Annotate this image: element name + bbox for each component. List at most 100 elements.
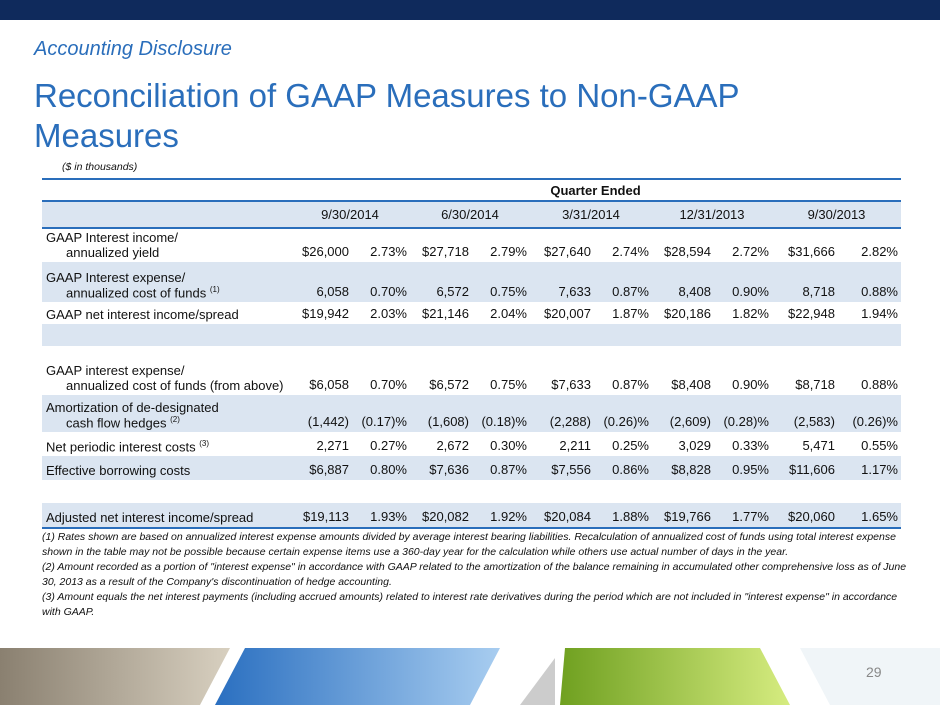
cell [42, 179, 290, 201]
note-ref: (3) [199, 438, 209, 448]
cell: 0.30% [490, 438, 527, 453]
cell: 2.79% [490, 244, 527, 259]
cell: $19,113 [302, 509, 349, 524]
cell: 0.27% [370, 438, 407, 453]
table-row: Net periodic interest costs (3) 2,271 0.27… [42, 432, 901, 456]
table-row: GAAP Interest income/annualized yield $26… [42, 228, 901, 262]
cell: 2.82% [861, 244, 898, 259]
cell: (1,442) [307, 414, 349, 429]
cell: $27,640 [544, 244, 591, 259]
cell: 0.95% [732, 462, 769, 477]
cell: 0.87% [490, 462, 527, 477]
cell: 1.77% [732, 509, 769, 524]
label-line: annualized cost of funds (1) [66, 284, 220, 300]
row-label: GAAP interest expense/annualized cost of… [42, 346, 290, 395]
cell: 0.80% [370, 462, 407, 477]
row-label: Amortization of de-designated cash flow h… [42, 395, 290, 432]
cell: (1,608) [427, 414, 469, 429]
cell: (0.26)% [852, 414, 898, 429]
label-line: Adjusted net interest income/spread [46, 510, 254, 525]
label-line: Amortization of de-designated [46, 399, 219, 415]
spacer-row [42, 480, 901, 503]
cell: $19,766 [664, 509, 711, 524]
footnote: (3) Amount equals the net interest payme… [42, 591, 898, 618]
cell: 0.90% [732, 377, 769, 392]
table: Quarter Ended 9/30/2014 6/30/2014 3/31/2014… [42, 178, 901, 529]
cell: 1.82% [732, 306, 769, 321]
cell [42, 201, 290, 228]
note-ref: (2) [170, 414, 180, 424]
spacer-row [42, 324, 901, 346]
cell: 1.94% [861, 306, 898, 321]
label-line: annualized yield [66, 245, 160, 260]
cell: (0.17)% [361, 414, 407, 429]
cell: (0.18)% [481, 414, 527, 429]
column-header: 12/31/2013 [679, 207, 745, 222]
cell: 0.70% [370, 377, 407, 392]
cell: 2.73% [370, 244, 407, 259]
column-header: 9/30/2014 [321, 207, 379, 222]
cell: $8,408 [671, 377, 711, 392]
label-line: Effective borrowing costs [46, 463, 191, 478]
table-row: GAAP interest expense/annualized cost of… [42, 346, 901, 395]
footnotes: (1) Rates shown are based on annualized … [42, 530, 910, 620]
cell: $20,186 [664, 306, 711, 321]
cell: $6,058 [309, 377, 349, 392]
cell: $7,556 [551, 462, 591, 477]
cell: 0.70% [370, 284, 407, 299]
cell: $31,666 [788, 244, 835, 259]
cell: 0.88% [861, 377, 898, 392]
table-row: GAAP net interest income/spread $19,942 2.… [42, 302, 901, 324]
cell [42, 480, 901, 503]
cell: 1.88% [612, 509, 649, 524]
row-label: Net periodic interest costs (3) [42, 432, 290, 456]
label-line: Net periodic interest costs (3) [46, 438, 209, 454]
row-label: GAAP Interest expense/annualized cost of… [42, 262, 290, 302]
cell: $22,948 [788, 306, 835, 321]
cell: 1.92% [490, 509, 527, 524]
note-ref: (1) [209, 284, 220, 294]
cell: 0.87% [612, 284, 649, 299]
page-number: 29 [866, 664, 882, 680]
cell: 0.88% [861, 284, 898, 299]
footnote: (2) Amount recorded as a portion of "int… [42, 561, 907, 588]
label-line: cash flow hedges (2) [66, 414, 180, 430]
cell: 0.90% [732, 284, 769, 299]
cell: 0.87% [612, 377, 649, 392]
cell: 2,271 [316, 438, 349, 453]
cell: 2.74% [612, 244, 649, 259]
cell: $6,887 [309, 462, 349, 477]
date-row: 9/30/2014 6/30/2014 3/31/2014 12/31/2013 9/3… [42, 201, 901, 228]
label-line: GAAP Interest expense/ [46, 269, 186, 285]
cell: 6,572 [436, 284, 469, 299]
cell: $20,060 [788, 509, 835, 524]
cell: 1.17% [861, 462, 898, 477]
cell: 5,471 [802, 438, 835, 453]
table-row: GAAP Interest expense/annualized cost of… [42, 262, 901, 302]
cell: $26,000 [302, 244, 349, 259]
cell: 2,211 [559, 438, 591, 453]
cell: $20,082 [422, 509, 469, 524]
cell [42, 324, 901, 346]
cell: 7,633 [558, 284, 591, 299]
cell: 1.93% [370, 509, 407, 524]
cell: 0.86% [612, 462, 649, 477]
cell: (2,583) [793, 414, 835, 429]
table-row: Amortization of de-designated cash flow h… [42, 395, 901, 432]
row-label: GAAP net interest income/spread [42, 302, 290, 324]
cell: $8,718 [795, 377, 835, 392]
label-line: annualized cost of funds (from above) [66, 378, 284, 393]
header-row: Quarter Ended [42, 179, 901, 201]
cell: 0.33% [732, 438, 769, 453]
column-header: 6/30/2014 [441, 207, 499, 222]
row-label: Adjusted net interest income/spread [42, 503, 290, 528]
group-header: Quarter Ended [550, 182, 641, 198]
cell: $8,828 [671, 462, 711, 477]
cell: 0.55% [861, 438, 898, 453]
cell: $19,942 [302, 306, 349, 321]
units: ($ in thousands) [62, 161, 138, 173]
cell: (2,288) [549, 414, 591, 429]
top-bar [0, 0, 940, 20]
cell: $21,146 [422, 306, 469, 321]
